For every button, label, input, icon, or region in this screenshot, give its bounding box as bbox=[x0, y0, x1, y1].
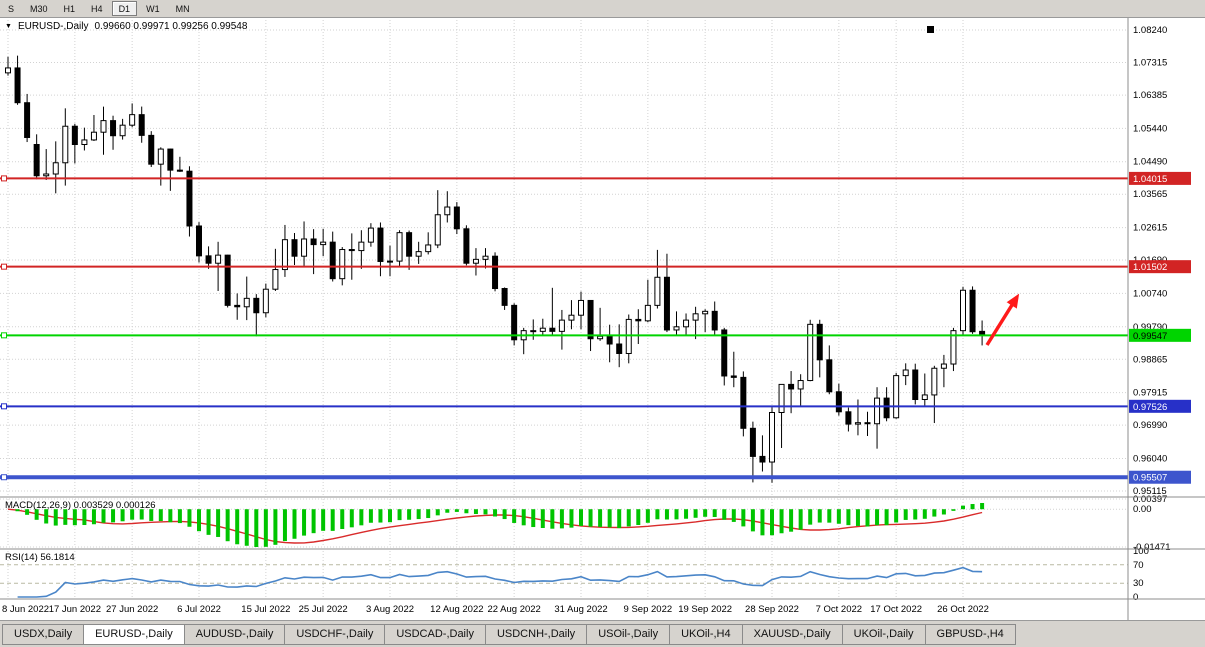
svg-text:15 Jul 2022: 15 Jul 2022 bbox=[241, 604, 290, 615]
svg-text:1.03565: 1.03565 bbox=[1133, 189, 1167, 200]
tab-usdx-daily[interactable]: USDX,Daily bbox=[2, 624, 85, 645]
rsi-panel: 100 70 30 0 bbox=[0, 546, 1149, 603]
tab-ukoil-h4[interactable]: UKOil-,H4 bbox=[669, 624, 743, 645]
svg-text:9 Sep 2022: 9 Sep 2022 bbox=[624, 604, 673, 615]
svg-text:1.00740: 1.00740 bbox=[1133, 288, 1167, 299]
svg-text:0.98865: 0.98865 bbox=[1133, 354, 1167, 365]
price-tag: 0.97526 bbox=[1129, 399, 1191, 413]
tab-audusd-daily[interactable]: AUDUSD-,Daily bbox=[183, 624, 286, 645]
svg-text:0.96990: 0.96990 bbox=[1133, 420, 1167, 431]
svg-text:27 Jun 2022: 27 Jun 2022 bbox=[106, 604, 158, 615]
rsi-header: RSI(14) 56.1814 bbox=[5, 552, 75, 563]
hline-handle[interactable] bbox=[1, 474, 7, 481]
svg-text:17 Oct 2022: 17 Oct 2022 bbox=[870, 604, 922, 615]
timeframe-w1[interactable]: W1 bbox=[146, 4, 160, 14]
svg-text:30: 30 bbox=[1133, 578, 1144, 589]
svg-text:0.00: 0.00 bbox=[1133, 504, 1152, 515]
svg-text:1.02615: 1.02615 bbox=[1133, 223, 1167, 234]
svg-text:7 Oct 2022: 7 Oct 2022 bbox=[816, 604, 862, 615]
hline-handle[interactable] bbox=[1, 175, 7, 182]
chart-ohlc: 0.99660 0.99971 0.99256 0.99548 bbox=[94, 21, 248, 32]
svg-text:19 Sep 2022: 19 Sep 2022 bbox=[678, 604, 732, 615]
candlestick-series bbox=[5, 55, 986, 483]
svg-text:17 Jun 2022: 17 Jun 2022 bbox=[49, 604, 101, 615]
tab-usoil-daily[interactable]: USOil-,Daily bbox=[586, 624, 671, 645]
svg-text:0.00397: 0.00397 bbox=[1133, 494, 1167, 505]
timeframe-mn[interactable]: MN bbox=[175, 4, 190, 14]
macd-header: MACD(12,26,9) 0.003529 0.000126 bbox=[5, 500, 156, 511]
svg-text:1.06385: 1.06385 bbox=[1133, 90, 1167, 101]
svg-text:0.96040: 0.96040 bbox=[1133, 454, 1167, 465]
timeframe-toolbar: S M30 H1 H4 D1 W1 MN bbox=[0, 0, 1205, 18]
svg-text:0.99547: 0.99547 bbox=[1133, 331, 1167, 342]
chart-title: ▼ EURUSD-,Daily 0.99660 0.99971 0.99256 … bbox=[5, 21, 247, 32]
price-tag: 1.04015 bbox=[1129, 171, 1191, 185]
rsi-line bbox=[17, 566, 983, 598]
price-tag: 0.99547 bbox=[1129, 328, 1191, 342]
svg-text:12 Aug 2022: 12 Aug 2022 bbox=[430, 604, 483, 615]
svg-text:0.97526: 0.97526 bbox=[1133, 402, 1167, 413]
timeframe-m30[interactable]: M30 bbox=[30, 4, 48, 14]
svg-text:1.04490: 1.04490 bbox=[1133, 157, 1167, 168]
svg-text:0.95507: 0.95507 bbox=[1133, 473, 1167, 484]
svg-text:1.01502: 1.01502 bbox=[1133, 262, 1167, 273]
timeframe-h1[interactable]: H1 bbox=[63, 4, 76, 14]
tab-usdchf-daily[interactable]: USDCHF-,Daily bbox=[284, 624, 386, 645]
hline-handle[interactable] bbox=[1, 403, 7, 410]
chart-canvas: 1.08240 1.07315 1.06385 1.05440 1.04490 1.035… bbox=[0, 18, 1205, 620]
chart-area[interactable]: 1.08240 1.07315 1.06385 1.05440 1.04490 1.035… bbox=[0, 18, 1205, 620]
chart-symbol: EURUSD-,Daily bbox=[17, 21, 89, 32]
price-tag: 0.95507 bbox=[1129, 470, 1191, 484]
svg-text:25 Jul 2022: 25 Jul 2022 bbox=[299, 604, 348, 615]
svg-text:0: 0 bbox=[1133, 592, 1138, 603]
svg-text:1.07315: 1.07315 bbox=[1133, 57, 1167, 68]
svg-text:70: 70 bbox=[1133, 560, 1144, 571]
svg-text:26 Oct 2022: 26 Oct 2022 bbox=[937, 604, 989, 615]
symbol-dropdown-icon[interactable]: ▼ bbox=[5, 22, 12, 30]
chart-object-marker[interactable] bbox=[927, 26, 934, 33]
timeframe-d1[interactable]: D1 bbox=[111, 1, 138, 16]
macd-histogram bbox=[15, 503, 985, 547]
trend-arrow[interactable] bbox=[985, 293, 1020, 346]
svg-text:100: 100 bbox=[1133, 546, 1149, 557]
tab-usdcad-daily[interactable]: USDCAD-,Daily bbox=[384, 624, 486, 645]
tab-eurusd-daily[interactable]: EURUSD-,Daily bbox=[83, 624, 185, 645]
svg-text:6 Jul 2022: 6 Jul 2022 bbox=[177, 604, 221, 615]
svg-text:8 Jun 2022: 8 Jun 2022 bbox=[2, 604, 49, 615]
svg-text:1.08240: 1.08240 bbox=[1133, 25, 1167, 36]
svg-text:1.05440: 1.05440 bbox=[1133, 123, 1167, 134]
svg-text:3 Aug 2022: 3 Aug 2022 bbox=[366, 604, 414, 615]
svg-text:-0.01471: -0.01471 bbox=[1133, 542, 1171, 553]
tab-usdcnh-daily[interactable]: USDCNH-,Daily bbox=[484, 624, 588, 645]
svg-text:0.99790: 0.99790 bbox=[1133, 322, 1167, 333]
hline-handle[interactable] bbox=[1, 332, 7, 339]
svg-text:28 Sep 2022: 28 Sep 2022 bbox=[745, 604, 799, 615]
tab-gbpusd-h4[interactable]: GBPUSD-,H4 bbox=[924, 624, 1016, 645]
svg-text:1.04015: 1.04015 bbox=[1133, 174, 1167, 185]
timeframe-h4[interactable]: H4 bbox=[91, 4, 103, 14]
price-tag: 1.01502 bbox=[1129, 260, 1191, 274]
svg-text:22 Aug 2022: 22 Aug 2022 bbox=[487, 604, 540, 615]
chart-tabs: USDX,Daily EURUSD-,Daily AUDUSD-,Daily USDC… bbox=[0, 620, 1205, 647]
tab-xauusd-daily[interactable]: XAUUSD-,Daily bbox=[741, 624, 843, 645]
svg-text:31 Aug 2022: 31 Aug 2022 bbox=[554, 604, 607, 615]
svg-text:0.97915: 0.97915 bbox=[1133, 388, 1167, 399]
tab-ukoil-daily[interactable]: UKOil-,Daily bbox=[841, 624, 926, 645]
timeframe-s[interactable]: S bbox=[8, 4, 15, 14]
hline-handle[interactable] bbox=[1, 263, 7, 270]
svg-text:0.95115: 0.95115 bbox=[1133, 486, 1167, 497]
